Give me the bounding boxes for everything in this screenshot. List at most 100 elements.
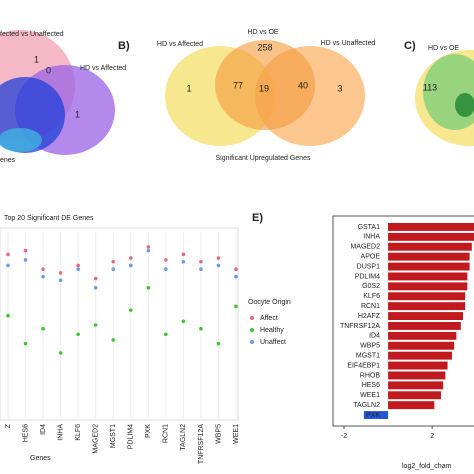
point: [6, 313, 10, 318]
venn-b: [165, 40, 365, 146]
x-tick-label: MAGED2: [93, 424, 100, 454]
point: [41, 326, 45, 331]
point: [93, 276, 98, 281]
bar: [388, 341, 455, 350]
legend-swatch: [250, 340, 254, 344]
y-tick-label: HES6: [362, 382, 380, 389]
bar: [388, 321, 461, 330]
legend: Affect Healthy Unaffect: [250, 315, 286, 346]
venn-a: [0, 30, 115, 155]
point: [216, 341, 221, 346]
point: [199, 267, 203, 272]
venn-label: HD vs Affected: [157, 41, 203, 48]
venn-count: 3: [337, 83, 342, 93]
legend-label: Unaffect: [260, 339, 286, 346]
bar: [388, 401, 435, 410]
point: [181, 252, 186, 257]
x-tick-label: WBP5: [215, 424, 222, 444]
point: [41, 267, 45, 272]
bar: [388, 282, 468, 291]
plot-area: [332, 215, 474, 427]
point: [6, 252, 10, 257]
point: [76, 267, 80, 272]
point: [23, 258, 28, 262]
y-tick-label: EIF4EBP1: [347, 362, 380, 369]
point: [199, 326, 203, 331]
point: [76, 332, 80, 337]
x-tick-label: ID4: [40, 424, 47, 435]
plot-area: [0, 227, 239, 421]
bar: [388, 381, 444, 390]
bar: [388, 262, 470, 271]
point: [234, 267, 238, 272]
x-tick-label: RCN1: [163, 424, 170, 443]
y-tick-label: KLF6: [363, 293, 380, 300]
point: [41, 274, 45, 279]
y-tick-label: RCN1: [361, 303, 380, 310]
y-tick-label: H2AFZ: [358, 313, 381, 320]
x-tick-label: TAGLN2: [180, 424, 187, 451]
legend-title: Oocyte Origin: [248, 299, 291, 306]
y-tick-label: PDLIM4: [355, 273, 380, 280]
bar: [388, 232, 474, 241]
x-tick-label: KLF6: [75, 424, 82, 441]
venn-label: HD vs OE: [428, 45, 459, 52]
venn-count: 1: [75, 109, 80, 119]
x-tick-label: MGST1: [110, 424, 117, 448]
venn-label: fected vs Unaffected: [0, 31, 64, 38]
legend-label: Healthy: [260, 327, 284, 334]
y-tick-label: WEE1: [360, 392, 380, 399]
venn-c: [415, 50, 474, 146]
x-axis-label: log2_fold_cham: [402, 463, 452, 470]
x-tick-label: WEE1: [233, 424, 240, 444]
y-tick-label: RHOB: [360, 372, 381, 379]
x-tick-label: TNFRSF12A: [198, 424, 205, 464]
legend-swatch: [250, 328, 254, 332]
point: [58, 278, 63, 283]
bar: [388, 222, 474, 231]
bar: [388, 252, 470, 261]
venn-count: 113: [423, 82, 437, 92]
panel-label: B): [118, 40, 130, 52]
chart-title: Top 20 Significant DE Genes: [4, 215, 94, 222]
x-tick-label: HES6: [22, 424, 29, 442]
point: [181, 319, 186, 324]
point: [76, 263, 80, 268]
point: [216, 256, 221, 260]
point: [181, 259, 186, 264]
venn-count: 0: [46, 65, 51, 75]
venn-count: 1: [34, 54, 39, 64]
bar: [388, 391, 441, 400]
x-tick-label: PXK: [145, 424, 152, 438]
bar: [388, 272, 468, 281]
point: [164, 258, 168, 262]
y-tick-label: MAGED2: [350, 244, 380, 251]
bar: [388, 312, 463, 321]
point: [23, 248, 28, 253]
point: [146, 286, 151, 290]
y-tick-label: ID4: [369, 333, 380, 340]
bar: [388, 371, 446, 380]
bar: [388, 242, 472, 251]
point: [111, 259, 116, 264]
point: [234, 274, 238, 279]
panel-label: C): [404, 40, 416, 52]
x-axis-label: Genes: [30, 455, 51, 462]
point: [93, 286, 98, 290]
venn-label: HD vs OE: [247, 29, 278, 36]
point: [164, 267, 168, 272]
venn-count: 19: [259, 83, 269, 93]
point: [111, 267, 116, 272]
venn-set: [455, 93, 474, 117]
y-tick-label: PXK: [366, 412, 380, 419]
point: [23, 341, 28, 346]
x-tick-label: 2: [430, 433, 434, 440]
point: [6, 263, 10, 268]
y-tick-label: INHA: [363, 234, 380, 241]
point: [234, 304, 238, 309]
point: [111, 338, 116, 342]
bar: [388, 361, 448, 370]
y-tick-label: DUSP1: [357, 263, 380, 270]
point: [216, 263, 221, 268]
